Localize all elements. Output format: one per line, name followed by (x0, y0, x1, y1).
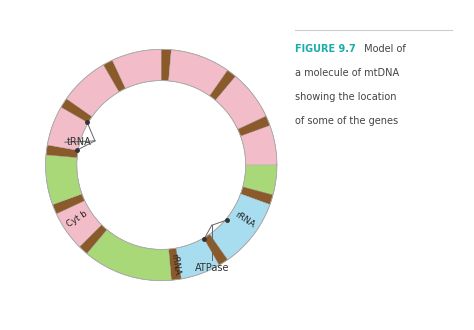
Text: showing the location: showing the location (295, 92, 397, 102)
Wedge shape (112, 49, 161, 88)
Wedge shape (216, 77, 266, 129)
Wedge shape (116, 243, 135, 275)
Wedge shape (46, 135, 80, 185)
Wedge shape (243, 165, 277, 195)
Wedge shape (47, 107, 88, 150)
Wedge shape (183, 53, 201, 86)
Wedge shape (46, 155, 82, 205)
Wedge shape (238, 116, 277, 165)
Wedge shape (176, 238, 219, 279)
Wedge shape (53, 194, 85, 214)
Text: rRNA: rRNA (234, 210, 257, 229)
Wedge shape (49, 125, 82, 143)
Text: Cyt b: Cyt b (65, 210, 89, 229)
Wedge shape (234, 107, 266, 129)
Wedge shape (80, 225, 107, 253)
Wedge shape (238, 116, 270, 136)
Wedge shape (190, 56, 261, 123)
Wedge shape (210, 230, 236, 260)
Wedge shape (66, 65, 119, 116)
Text: a molecule of mtDNA: a molecule of mtDNA (295, 68, 400, 78)
Wedge shape (242, 182, 274, 199)
Wedge shape (87, 230, 171, 281)
Wedge shape (49, 187, 108, 255)
Wedge shape (169, 248, 182, 280)
Wedge shape (216, 190, 272, 253)
Wedge shape (203, 234, 228, 265)
Text: of some of the genes: of some of the genes (295, 116, 399, 126)
Wedge shape (97, 235, 128, 272)
Wedge shape (241, 187, 273, 205)
Wedge shape (56, 201, 101, 247)
Text: rRNA: rRNA (169, 253, 181, 276)
Wedge shape (210, 70, 236, 100)
Wedge shape (53, 50, 191, 136)
Wedge shape (236, 111, 277, 189)
Wedge shape (161, 49, 171, 81)
Text: Model of: Model of (361, 44, 406, 53)
Wedge shape (46, 145, 78, 158)
Text: ATPase: ATPase (194, 263, 229, 274)
Text: tRNA: tRNA (67, 137, 92, 147)
Wedge shape (103, 60, 126, 92)
Wedge shape (47, 180, 80, 195)
Wedge shape (89, 231, 114, 261)
Text: FIGURE 9.7: FIGURE 9.7 (295, 44, 356, 53)
Wedge shape (169, 50, 228, 96)
Wedge shape (126, 234, 228, 281)
Wedge shape (210, 194, 270, 260)
Wedge shape (61, 99, 92, 123)
